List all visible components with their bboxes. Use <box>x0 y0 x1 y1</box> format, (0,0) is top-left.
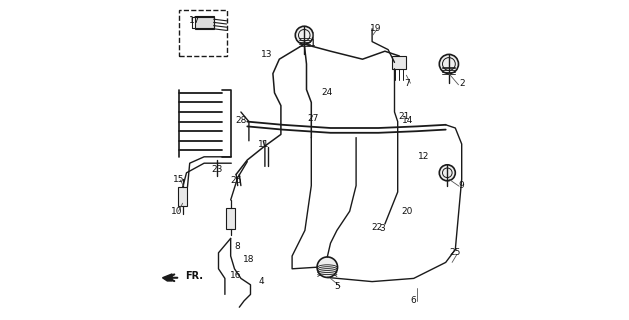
Text: 11: 11 <box>257 140 269 148</box>
Text: 6: 6 <box>411 296 416 305</box>
Text: 5: 5 <box>334 282 340 291</box>
Circle shape <box>439 54 459 74</box>
Text: 22: 22 <box>371 223 382 232</box>
Text: 10: 10 <box>171 207 182 216</box>
Text: 16: 16 <box>230 271 242 280</box>
Bar <box>226 208 235 229</box>
Polygon shape <box>162 274 172 281</box>
Text: 28: 28 <box>235 116 247 124</box>
Circle shape <box>317 257 338 277</box>
Text: 8: 8 <box>235 242 240 251</box>
Circle shape <box>439 165 455 181</box>
Text: 7: 7 <box>404 79 410 88</box>
Text: 19: 19 <box>370 24 381 33</box>
Text: 17: 17 <box>189 16 200 25</box>
Text: 14: 14 <box>401 116 413 124</box>
Text: FR.: FR. <box>185 271 203 281</box>
Bar <box>179 10 226 56</box>
Text: 27: 27 <box>307 114 318 123</box>
Text: 23: 23 <box>211 165 223 174</box>
Bar <box>392 56 406 69</box>
Bar <box>194 16 214 29</box>
Text: 2: 2 <box>459 79 464 88</box>
Text: 15: 15 <box>173 175 184 184</box>
Circle shape <box>295 26 313 44</box>
Text: 12: 12 <box>418 152 429 161</box>
Text: 20: 20 <box>401 207 413 216</box>
Text: 3: 3 <box>379 224 384 233</box>
Text: 1: 1 <box>310 39 316 48</box>
Bar <box>178 187 187 206</box>
Text: 13: 13 <box>261 50 272 59</box>
Text: 18: 18 <box>243 255 255 264</box>
Text: 4: 4 <box>259 277 265 286</box>
Text: 25: 25 <box>450 248 461 257</box>
Text: 21: 21 <box>398 112 409 121</box>
Text: 9: 9 <box>459 181 465 190</box>
Text: 24: 24 <box>321 88 333 97</box>
Text: 26: 26 <box>230 176 242 185</box>
